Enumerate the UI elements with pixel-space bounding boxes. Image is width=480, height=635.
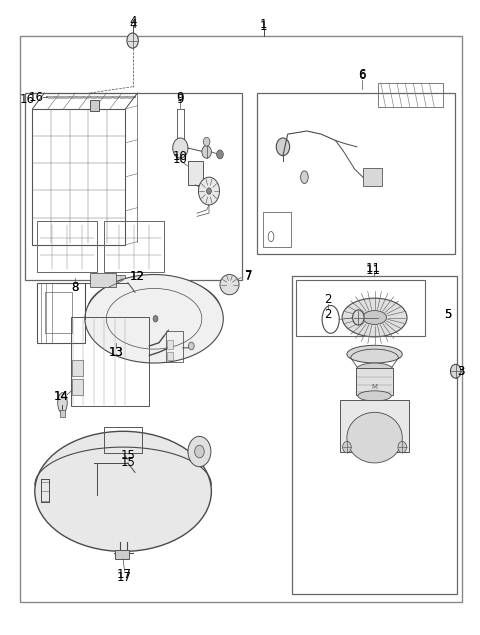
Bar — [291, 276, 456, 594]
Text: 15: 15 — [120, 449, 135, 462]
Ellipse shape — [220, 274, 239, 295]
Text: 5: 5 — [444, 308, 451, 321]
Ellipse shape — [85, 274, 223, 363]
Text: 1: 1 — [260, 20, 268, 33]
Ellipse shape — [450, 364, 461, 378]
Ellipse shape — [203, 137, 210, 146]
Text: 3: 3 — [457, 364, 465, 378]
Bar — [107, 274, 125, 292]
Ellipse shape — [188, 436, 211, 467]
Text: 10: 10 — [173, 150, 188, 163]
Bar — [104, 427, 142, 453]
Text: 6: 6 — [358, 67, 365, 81]
Bar — [378, 83, 443, 107]
Bar — [363, 168, 382, 186]
Bar — [90, 100, 99, 111]
Text: M: M — [372, 384, 378, 390]
Ellipse shape — [347, 412, 402, 463]
Ellipse shape — [300, 171, 308, 184]
Text: 16: 16 — [20, 93, 35, 106]
Ellipse shape — [343, 441, 351, 453]
Bar — [188, 161, 203, 185]
Ellipse shape — [342, 298, 407, 337]
Text: 7: 7 — [245, 269, 252, 283]
Ellipse shape — [127, 33, 138, 48]
Text: 2: 2 — [324, 293, 332, 306]
Bar — [33, 109, 125, 245]
Text: 2: 2 — [324, 308, 332, 321]
Bar — [340, 399, 409, 451]
Ellipse shape — [358, 391, 391, 401]
Ellipse shape — [189, 342, 194, 350]
Bar — [72, 360, 83, 376]
Text: 12: 12 — [130, 270, 145, 283]
Ellipse shape — [276, 138, 289, 156]
Ellipse shape — [347, 345, 402, 363]
Text: 10: 10 — [173, 153, 188, 166]
Text: 16: 16 — [29, 91, 44, 104]
Text: 9: 9 — [177, 91, 184, 104]
Text: 13: 13 — [108, 346, 123, 359]
Ellipse shape — [35, 431, 211, 551]
Text: 3: 3 — [457, 364, 465, 378]
Bar — [168, 340, 173, 349]
Ellipse shape — [58, 392, 67, 413]
Bar — [296, 279, 425, 337]
Bar — [357, 368, 393, 394]
Text: 14: 14 — [54, 390, 69, 403]
Ellipse shape — [153, 316, 158, 322]
Ellipse shape — [216, 150, 223, 159]
Ellipse shape — [199, 177, 219, 205]
Text: 1: 1 — [260, 18, 268, 31]
Text: 11: 11 — [366, 262, 381, 275]
Text: 7: 7 — [245, 270, 252, 283]
Bar — [71, 318, 149, 406]
Bar — [37, 283, 85, 343]
Text: 9: 9 — [177, 93, 184, 106]
Ellipse shape — [206, 188, 211, 194]
Text: 12: 12 — [130, 270, 145, 283]
Text: 6: 6 — [358, 69, 365, 83]
Bar — [168, 352, 173, 361]
Bar — [45, 292, 72, 333]
Bar — [60, 410, 65, 417]
Text: 4: 4 — [129, 15, 136, 28]
Bar — [104, 222, 164, 272]
Bar — [166, 331, 183, 362]
Bar — [263, 212, 290, 246]
Text: 17: 17 — [117, 568, 132, 581]
Bar — [37, 222, 97, 272]
Ellipse shape — [357, 363, 393, 376]
Text: 11: 11 — [366, 264, 381, 277]
Text: 15: 15 — [120, 457, 135, 469]
Ellipse shape — [173, 138, 188, 158]
Bar — [72, 379, 83, 394]
Text: 17: 17 — [117, 572, 132, 584]
Ellipse shape — [398, 441, 407, 453]
Text: 8: 8 — [72, 281, 79, 293]
Text: 5: 5 — [444, 308, 451, 321]
Bar — [21, 36, 462, 602]
Bar — [115, 550, 129, 559]
Bar — [25, 93, 242, 279]
Ellipse shape — [195, 445, 204, 458]
Ellipse shape — [363, 311, 386, 324]
Ellipse shape — [202, 145, 211, 158]
Bar — [257, 93, 455, 254]
Bar — [90, 273, 116, 287]
Text: 14: 14 — [54, 390, 69, 403]
Ellipse shape — [353, 310, 364, 325]
Text: 13: 13 — [108, 346, 123, 359]
Text: 8: 8 — [72, 281, 79, 293]
Text: 4: 4 — [129, 18, 136, 31]
